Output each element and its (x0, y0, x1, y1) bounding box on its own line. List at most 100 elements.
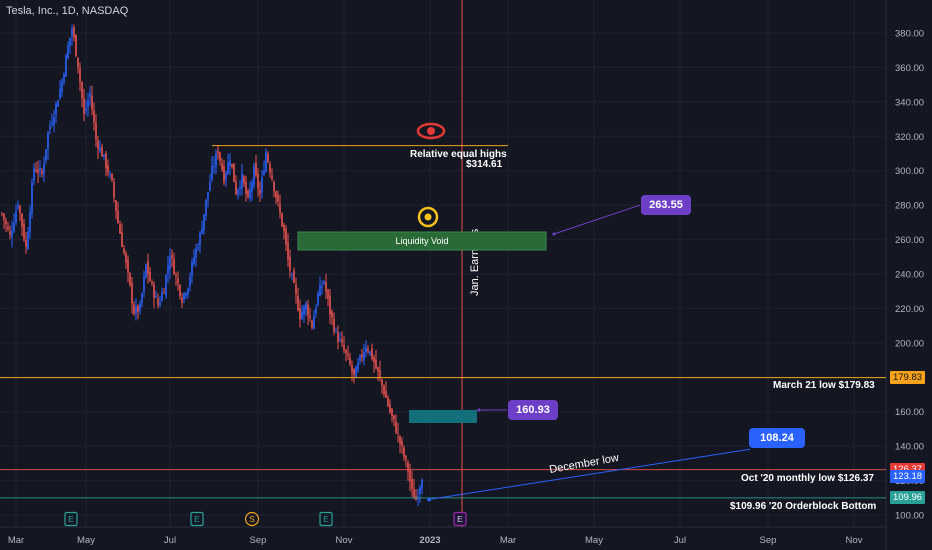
candle-body (135, 306, 137, 314)
y-tick-label: 100.00 (895, 511, 924, 522)
candle-body (211, 165, 213, 180)
candle-body (71, 28, 73, 36)
chart-title: Tesla, Inc., 1D, NASDAQ (6, 5, 129, 17)
candle-body (321, 286, 323, 288)
candle-body (129, 272, 131, 285)
earnings-event-icon[interactable] (64, 511, 78, 527)
candle-body (101, 147, 103, 157)
candle-body (45, 149, 47, 161)
candle-body (143, 276, 145, 292)
earnings-event-icon[interactable] (190, 511, 204, 527)
candle-body (385, 391, 387, 398)
candle-body (19, 206, 21, 213)
candle-body (5, 220, 7, 225)
candle-body (47, 131, 49, 150)
candle-body (383, 386, 385, 394)
demand-zone (409, 410, 477, 423)
candle-body (293, 270, 295, 283)
candle-body (361, 354, 363, 358)
candle-body (391, 408, 393, 416)
callout-263-55[interactable]: 263.55 (641, 195, 691, 215)
candle-body (231, 164, 233, 167)
candle-body (369, 351, 371, 354)
candle-body (161, 292, 163, 301)
candle-body (273, 181, 275, 192)
candle-body (77, 57, 79, 68)
candle-body (411, 478, 413, 490)
price-tag: 179.83 (890, 371, 926, 385)
candle-body (377, 367, 379, 372)
candle-body (353, 368, 355, 375)
candle-body (139, 303, 141, 312)
candle-body (63, 74, 65, 83)
december-low-label: December low (548, 452, 619, 476)
y-tick-label: 340.00 (895, 97, 924, 108)
candle-body (201, 228, 203, 234)
x-tick-label: Mar (8, 535, 24, 546)
earnings-event-letter: E (194, 514, 200, 524)
callout-160-93[interactable]: 160.93 (508, 400, 558, 420)
candle-body (235, 181, 237, 195)
split-event-letter: S (249, 514, 255, 524)
candle-body (239, 187, 241, 189)
price-tag: 123.18 (890, 469, 926, 483)
candle-body (145, 264, 147, 278)
candle-body (421, 479, 423, 490)
candle-body (277, 194, 279, 202)
candle-body (125, 253, 127, 263)
candle-body (15, 211, 17, 223)
candle-body (303, 306, 305, 315)
candle-body (11, 230, 13, 238)
candle-body (373, 357, 375, 363)
y-tick-label: 200.00 (895, 338, 924, 349)
candle-body (95, 123, 97, 140)
candle-body (315, 307, 317, 314)
candle-body (229, 160, 231, 166)
candle-body (207, 191, 209, 200)
earnings-event-icon[interactable] (319, 511, 333, 527)
candle-body (185, 293, 187, 296)
candle-body (405, 456, 407, 460)
candle-body (89, 92, 91, 98)
candle-body (243, 176, 245, 184)
candle-body (109, 174, 111, 176)
candle-body (159, 301, 161, 306)
candle-body (163, 292, 165, 294)
x-tick-label: May (585, 535, 603, 546)
candle-body (341, 339, 343, 343)
candle-body (363, 352, 365, 361)
connector-263-dot (552, 232, 556, 236)
split-event-icon[interactable] (244, 511, 260, 527)
candle-body (351, 365, 353, 372)
candle-body (21, 213, 23, 227)
liquidity-void-zone (297, 231, 547, 251)
candle-body (289, 256, 291, 271)
x-tick-label: Jul (164, 535, 176, 546)
candle-body (51, 122, 53, 125)
candle-body (37, 169, 39, 174)
candle-body (327, 289, 329, 299)
connector-263 (553, 204, 641, 235)
candle-body (407, 462, 409, 472)
candle-body (267, 153, 269, 162)
candle-body (215, 153, 217, 167)
candle-body (153, 284, 155, 299)
candle-body (249, 189, 251, 199)
candle-body (119, 224, 121, 234)
x-tick-label: May (77, 535, 95, 546)
target-icon-center (424, 213, 432, 221)
earnings-event-icon[interactable] (453, 511, 467, 527)
candle-body (13, 222, 15, 232)
x-tick-label: Nov (336, 535, 353, 546)
candle-body (209, 181, 211, 191)
candle-body (193, 257, 195, 264)
december-low-line (427, 448, 751, 501)
candle-body (171, 255, 173, 258)
candle-body (179, 285, 181, 297)
candle-body (73, 27, 75, 38)
candle-body (177, 278, 179, 284)
callout-108-24[interactable]: 108.24 (749, 428, 805, 448)
candle-body (133, 304, 135, 315)
y-tick-label: 220.00 (895, 304, 924, 315)
